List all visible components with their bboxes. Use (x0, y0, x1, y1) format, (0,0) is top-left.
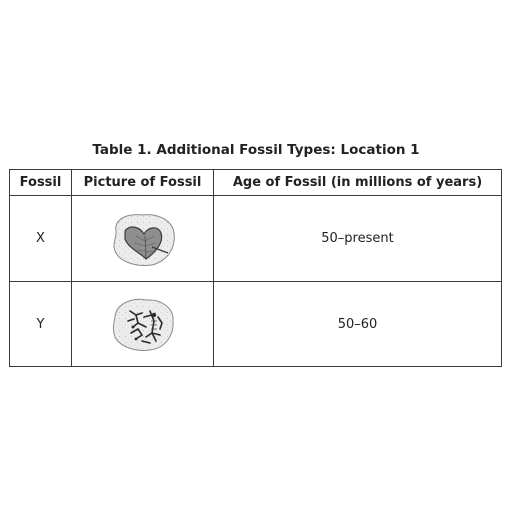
header-age: Age of Fossil (in millions of years) (213, 169, 502, 196)
header-picture: Picture of Fossil (71, 169, 214, 196)
header-fossil: Fossil (9, 169, 72, 196)
fossil-picture-cell (71, 281, 214, 367)
fossil-age-cell: 50–60 (213, 281, 502, 367)
table-row: Y (9, 281, 502, 367)
fossil-picture-cell (71, 195, 214, 282)
table-header-row: Fossil Picture of Fossil Age of Fossil (… (9, 169, 502, 196)
fossil-table: Fossil Picture of Fossil Age of Fossil (… (9, 169, 502, 367)
fossil-name-cell: X (9, 195, 72, 282)
table-row: X 50–present (9, 195, 502, 282)
table-caption: Table 1. Additional Fossil Types: Locati… (92, 142, 420, 158)
skeleton-fossil-icon (112, 298, 174, 351)
fossil-name-cell: Y (9, 281, 72, 367)
leaf-fossil-icon (113, 213, 175, 266)
fossil-age-cell: 50–present (213, 195, 502, 282)
